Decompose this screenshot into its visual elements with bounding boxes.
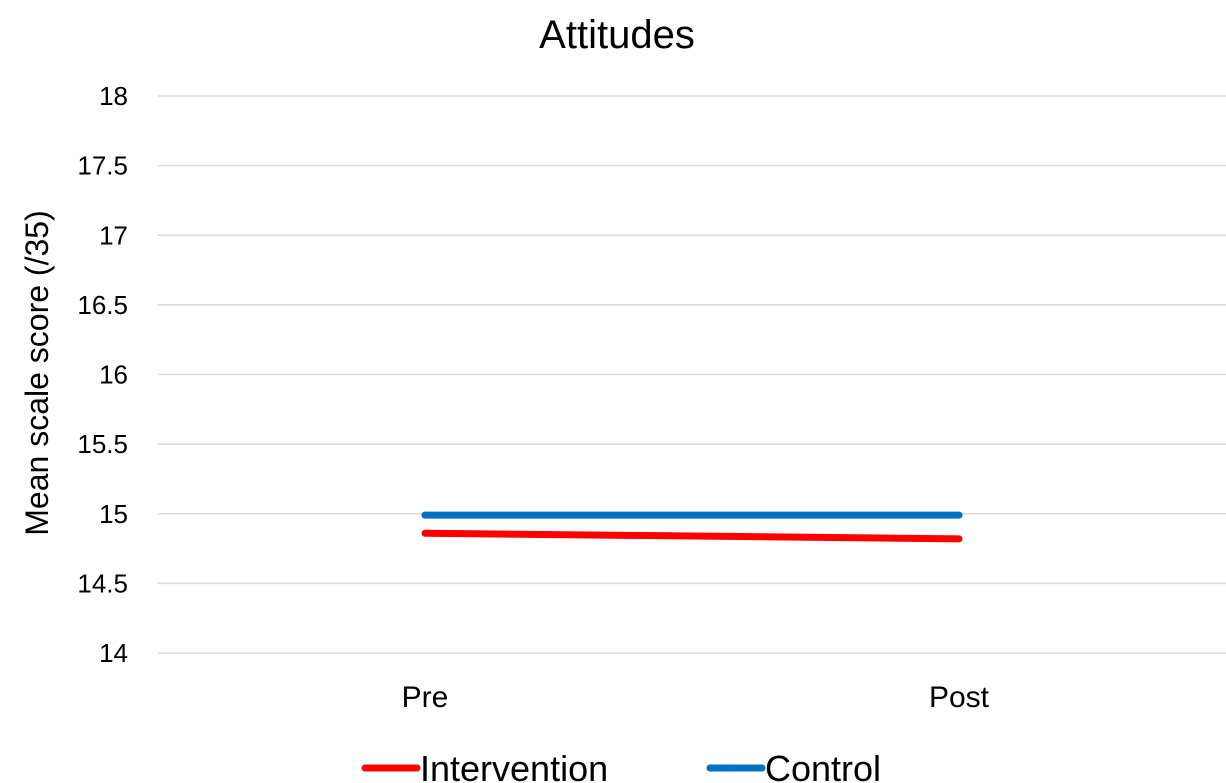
y-tick-label: 16 [99,360,128,390]
y-tick-label: 17 [99,220,128,250]
legend-label: Intervention [420,748,608,783]
y-tick-label: 18 [99,81,128,111]
series-line-intervention [421,529,963,543]
y-tick-label: 16.5 [77,290,128,320]
y-axis-ticks: 14 14.5 15 15.5 16 16.5 17 17.5 18 [77,81,128,668]
x-axis-ticks: Pre Post [402,681,990,714]
x-tick-label: Post [929,681,990,714]
legend: Intervention Control [361,748,881,783]
series-lines [421,511,963,543]
y-tick-label: 15 [99,499,128,529]
y-tick-label: 15.5 [77,429,128,459]
y-tick-label: 17.5 [77,151,128,181]
x-tick-label: Pre [402,681,449,714]
gridlines [158,95,1226,654]
y-tick-label: 14 [99,638,128,668]
y-axis-label: Mean scale score (/35) [19,210,55,535]
y-tick-label: 14.5 [77,568,128,598]
legend-label: Control [765,748,881,783]
chart-title: Attitudes [539,13,695,57]
